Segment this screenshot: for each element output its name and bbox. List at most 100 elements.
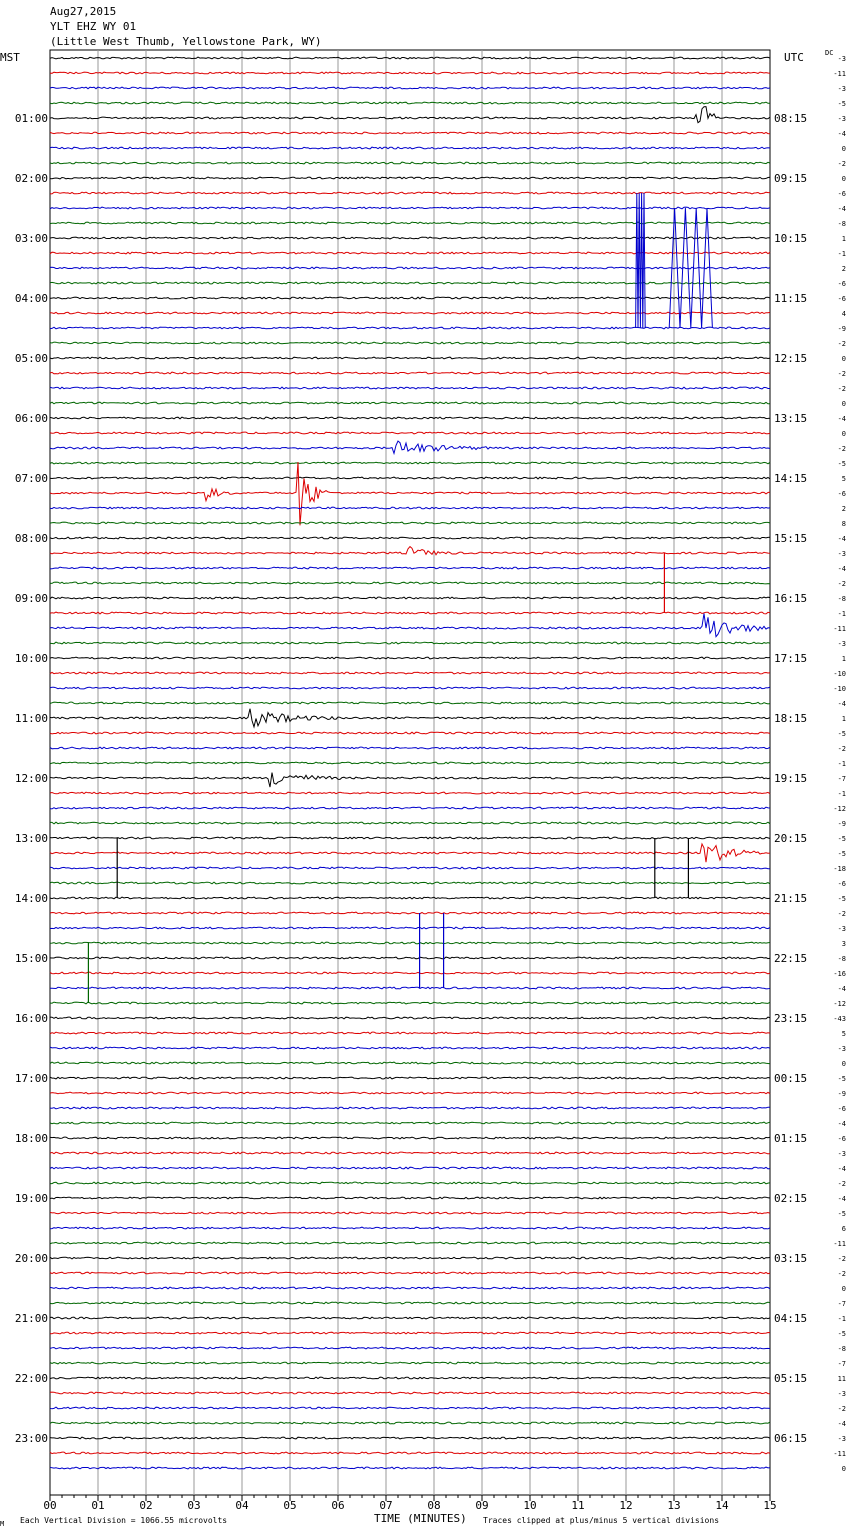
dc-offset-label: -10 [833,670,846,678]
utc-hour-label: 00:15 [774,1072,807,1085]
x-tick-label: 04 [235,1499,249,1512]
dc-offset-label: -11 [833,1450,846,1458]
dc-offset-label: -7 [838,775,846,783]
dc-offset-label: -2 [838,1270,846,1278]
seismic-trace [49,461,771,465]
seismic-trace [49,1151,771,1155]
seismic-trace [49,296,771,300]
dc-offset-label: -43 [833,1015,846,1023]
seismic-trace [49,506,771,510]
dc-offset-label: 0 [842,175,846,183]
seismic-trace [49,1346,771,1350]
mst-hour-label: 17:00 [15,1072,48,1085]
x-tick-label: 14 [715,1499,729,1512]
dc-offset-label: 0 [842,1060,846,1068]
dc-offset-label: 4 [842,310,846,318]
seismic-trace [49,686,771,690]
seismic-trace [50,986,771,990]
dc-offset-label: -2 [838,160,846,168]
seismic-trace [49,1031,771,1035]
seismic-trace [49,1106,771,1110]
seismic-trace [49,1166,771,1170]
dc-offset-label: -8 [838,595,846,603]
seismic-trace [49,656,771,660]
clip-note: Traces clipped at plus/minus 5 vertical … [483,1516,720,1525]
mst-hour-label: 01:00 [15,112,48,125]
seismic-trace [49,101,770,105]
seismic-trace [49,86,771,90]
seismic-trace [50,821,771,825]
dc-offset-label: -6 [838,295,846,303]
utc-hour-label: 23:15 [774,1012,807,1025]
seismic-trace [49,191,770,195]
seismic-trace [49,1391,771,1395]
seismic-trace [49,311,771,315]
dc-offset-label: -5 [838,460,846,468]
seismic-trace [49,236,771,240]
x-tick-label: 10 [523,1499,536,1512]
dc-offset-label: -11 [833,625,846,633]
dc-offset-label: -4 [838,1120,846,1128]
mst-hour-label: 19:00 [15,1192,48,1205]
utc-hour-label: 04:15 [774,1312,807,1325]
seismic-trace [49,956,771,960]
x-tick-label: 00 [43,1499,56,1512]
plot-frame [49,49,771,1496]
seismic-trace [49,1451,771,1455]
dc-offset-label: -3 [838,1150,846,1158]
station-location: (Little West Thumb, Yellowstone Park, WY… [50,35,322,48]
mst-hour-label: 20:00 [15,1252,48,1265]
dc-offset-label: -8 [838,1345,846,1353]
utc-hour-label: 11:15 [774,292,807,305]
seismic-trace [49,1046,771,1050]
dc-offset-label: -1 [838,1315,846,1323]
dc-offset-label: -5 [838,895,846,903]
mst-hour-label: 22:00 [15,1372,48,1385]
seismic-trace [49,1361,771,1365]
seismic-trace [49,371,771,375]
seismic-trace [49,221,771,225]
seismic-trace [49,251,771,255]
seismic-trace [49,161,771,165]
dc-offset-label: -9 [838,325,846,333]
dc-offset-label: -18 [833,865,846,873]
utc-hour-label: 03:15 [774,1252,807,1265]
mst-hour-label: 12:00 [15,772,48,785]
dc-offset-label: 0 [842,1465,846,1473]
seismic-trace [49,746,771,750]
utc-hour-label: 18:15 [774,712,807,725]
dc-offset-label: -5 [838,835,846,843]
x-tick-label: 13 [667,1499,680,1512]
seismic-trace [49,146,771,150]
seismic-trace [49,596,771,600]
dc-offset-label: -3 [838,640,846,648]
dc-offset-label: -2 [838,910,846,918]
dc-offset-label: -1 [838,610,846,618]
dc-offset-label: -2 [838,745,846,753]
seismic-trace [49,341,771,345]
seismic-trace [49,896,771,900]
seismic-trace [49,536,771,540]
seismic-trace [49,1121,771,1125]
dc-offset-label: -4 [838,415,846,423]
dc-offset-label: -3 [838,85,846,93]
dc-offset-label: 2 [842,505,846,513]
mst-hour-label: 05:00 [15,352,48,365]
dc-offset-label: -2 [838,1180,846,1188]
seismic-trace [49,866,770,870]
dc-offset-label: -9 [838,820,846,828]
right-axis-label: UTC [784,51,804,64]
dc-offset-label: -16 [833,970,846,978]
dc-offset-label: -2 [838,580,846,588]
dc-offset-label: -6 [838,280,846,288]
utc-hour-label: 12:15 [774,352,807,365]
utc-hour-label: 06:15 [774,1432,807,1445]
dc-offset-label: -5 [838,100,846,108]
seismic-trace [49,1271,771,1275]
utc-hour-label: 01:15 [774,1132,807,1145]
seismic-trace [49,806,771,810]
dc-offset-label: 0 [842,1285,846,1293]
seismic-trace [49,881,771,885]
x-tick-label: 05 [283,1499,296,1512]
trace-spike [668,207,713,329]
